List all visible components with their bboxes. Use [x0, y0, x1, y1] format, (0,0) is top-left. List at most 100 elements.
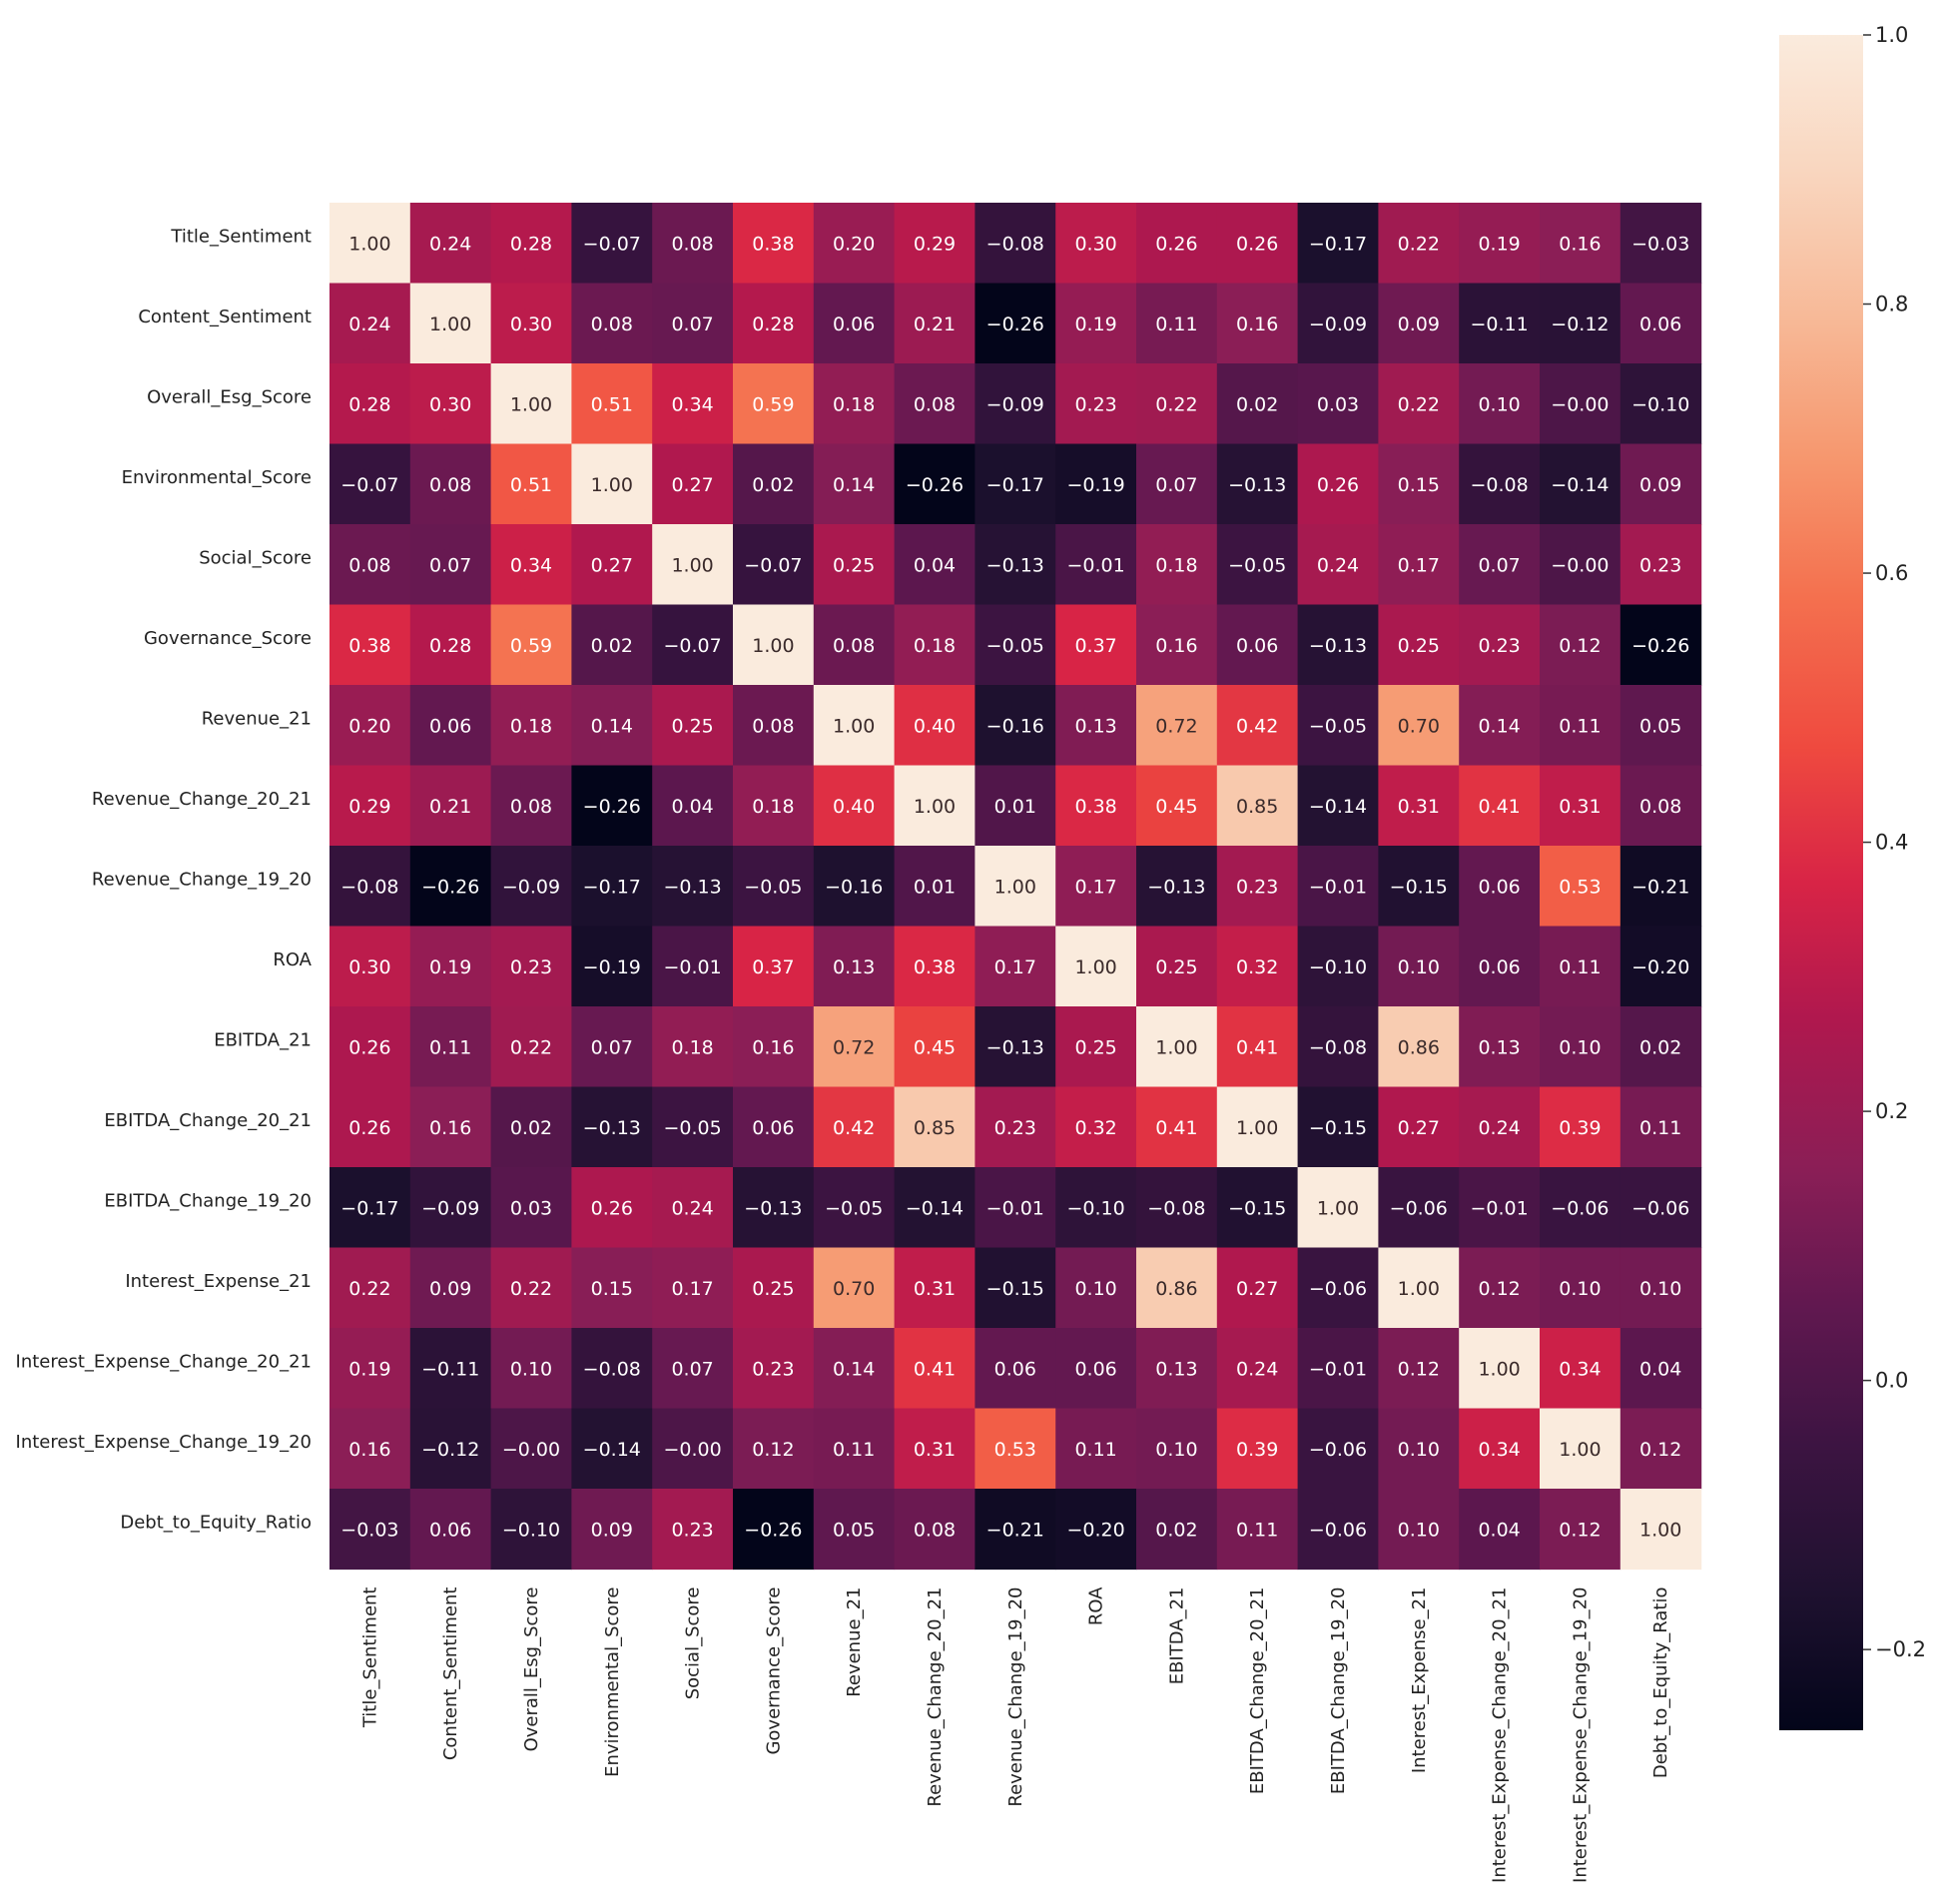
heatmap-cell-label: 0.41: [914, 1358, 956, 1380]
heatmap-cell-label: −0.01: [1470, 1197, 1528, 1219]
row-label: Overall_Esg_Score: [147, 386, 312, 407]
heatmap-cell: [571, 604, 653, 686]
heatmap-cell: [490, 1408, 572, 1490]
heatmap-cell: [490, 443, 572, 525]
heatmap-cell-label: 0.23: [510, 956, 552, 978]
heatmap-cell-label: 1.00: [348, 233, 390, 255]
heatmap-cell-label: 0.17: [994, 956, 1036, 978]
heatmap-cell: [329, 443, 411, 525]
heatmap-cell-label: 0.18: [1155, 554, 1197, 576]
heatmap-cell-label: −0.08: [340, 876, 398, 898]
heatmap-cell: [1620, 926, 1702, 1007]
heatmap-cell: [329, 363, 411, 445]
heatmap-cell-label: 0.16: [1155, 635, 1197, 657]
heatmap-cell: [974, 846, 1056, 928]
heatmap-cell: [652, 846, 734, 928]
heatmap-cell: [1540, 765, 1622, 847]
heatmap-cell: [1216, 283, 1299, 364]
heatmap-cell-label: 0.39: [1236, 1439, 1278, 1461]
heatmap-cell-label: 0.06: [429, 715, 471, 737]
heatmap-cell: [974, 926, 1056, 1007]
heatmap-cell-label: −0.05: [744, 876, 802, 898]
heatmap-cell-label: 0.06: [1074, 1358, 1116, 1380]
heatmap-cell: [1297, 1408, 1379, 1490]
heatmap-cell-label: 0.02: [591, 635, 633, 657]
heatmap-cell-label: 0.07: [591, 1036, 633, 1058]
heatmap-cell: [409, 1489, 492, 1571]
heatmap-cell-label: −0.07: [744, 554, 802, 576]
heatmap-cell: [571, 1328, 653, 1410]
heatmap-cell: [1620, 283, 1702, 364]
heatmap-cell: [813, 926, 896, 1007]
heatmap-cell-label: −0.05: [986, 635, 1044, 657]
column-label: Social_Score: [683, 1587, 704, 1700]
heatmap-cell-label: −0.21: [986, 1519, 1044, 1541]
heatmap-cell: [813, 1167, 896, 1249]
heatmap-cell: [409, 604, 492, 686]
heatmap-cell: [894, 1328, 975, 1410]
heatmap-cell-label: 0.27: [1236, 1278, 1278, 1300]
heatmap-cell-label: −0.05: [663, 1117, 721, 1139]
heatmap-cell: [894, 765, 975, 847]
heatmap-cell-label: 0.23: [1236, 876, 1278, 898]
heatmap-cell: [894, 1408, 975, 1490]
heatmap-cell: [1216, 926, 1299, 1007]
heatmap-cell-label: 0.02: [752, 474, 794, 496]
heatmap-cell-label: 0.01: [994, 796, 1036, 818]
heatmap-cell: [974, 765, 1056, 847]
heatmap-cell-label: 0.19: [1478, 233, 1520, 255]
heatmap-cell: [329, 524, 411, 606]
heatmap-cell-label: −0.13: [583, 1117, 641, 1139]
heatmap-cell: [1459, 1086, 1541, 1168]
heatmap-cell-label: 1.00: [1559, 1439, 1601, 1461]
heatmap-cell-label: 0.29: [348, 796, 390, 818]
colorbar-tick-label: 0.2: [1875, 1099, 1908, 1123]
heatmap-cell: [1620, 363, 1702, 445]
heatmap-cell: [1297, 443, 1379, 525]
heatmap-cell: [1459, 846, 1541, 928]
column-label: EBITDA_Change_20_21: [1247, 1587, 1268, 1795]
heatmap-cell: [1136, 1247, 1218, 1329]
heatmap-cell-label: 0.02: [510, 1117, 552, 1139]
heatmap-cell-label: 0.40: [914, 715, 956, 737]
heatmap-cell-label: 0.10: [510, 1358, 552, 1380]
heatmap-cell: [409, 203, 492, 285]
heatmap-cell: [1540, 1167, 1622, 1249]
heatmap-cell: [1378, 1489, 1460, 1571]
heatmap-cell-label: −0.17: [986, 474, 1044, 496]
colorbar: [1779, 35, 1863, 1730]
row-label: Interest_Expense_21: [125, 1271, 312, 1292]
heatmap-cell-label: 0.10: [1398, 1439, 1440, 1461]
heatmap-cell: [1540, 1006, 1622, 1088]
heatmap-cell: [1136, 685, 1218, 767]
heatmap-cell: [1216, 1408, 1299, 1490]
heatmap-cell: [1620, 1489, 1702, 1571]
heatmap-cell: [652, 443, 734, 525]
heatmap-cell: [894, 283, 975, 364]
heatmap-cell: [329, 846, 411, 928]
heatmap-cell-label: 0.05: [1639, 715, 1681, 737]
colorbar-tick-label: 0.0: [1875, 1369, 1908, 1393]
heatmap-cell-label: 0.18: [671, 1036, 713, 1058]
heatmap-cell: [490, 846, 572, 928]
heatmap-cell-label: 0.25: [1398, 635, 1440, 657]
heatmap-cell-label: 0.10: [1155, 1439, 1197, 1461]
heatmap-cell: [409, 283, 492, 364]
heatmap-cell-label: 0.21: [429, 796, 471, 818]
heatmap-cell: [652, 685, 734, 767]
heatmap-cell-label: 0.85: [1236, 796, 1278, 818]
heatmap-cell: [813, 283, 896, 364]
heatmap-cell: [490, 926, 572, 1007]
heatmap-cell-label: −0.09: [986, 393, 1044, 415]
heatmap-cell-label: 0.25: [1074, 1036, 1116, 1058]
heatmap-cell-label: −0.12: [421, 1439, 479, 1461]
heatmap-cell: [409, 524, 492, 606]
heatmap-cell-label: 0.26: [348, 1036, 390, 1058]
heatmap-cell-label: 0.27: [591, 554, 633, 576]
heatmap-cell-label: 0.31: [1398, 796, 1440, 818]
heatmap-cell: [409, 1328, 492, 1410]
heatmap-cell-label: 0.38: [914, 956, 956, 978]
heatmap-cell-label: 0.18: [833, 393, 875, 415]
heatmap-cell-label: 0.11: [1074, 1439, 1116, 1461]
heatmap-cell: [974, 203, 1056, 285]
